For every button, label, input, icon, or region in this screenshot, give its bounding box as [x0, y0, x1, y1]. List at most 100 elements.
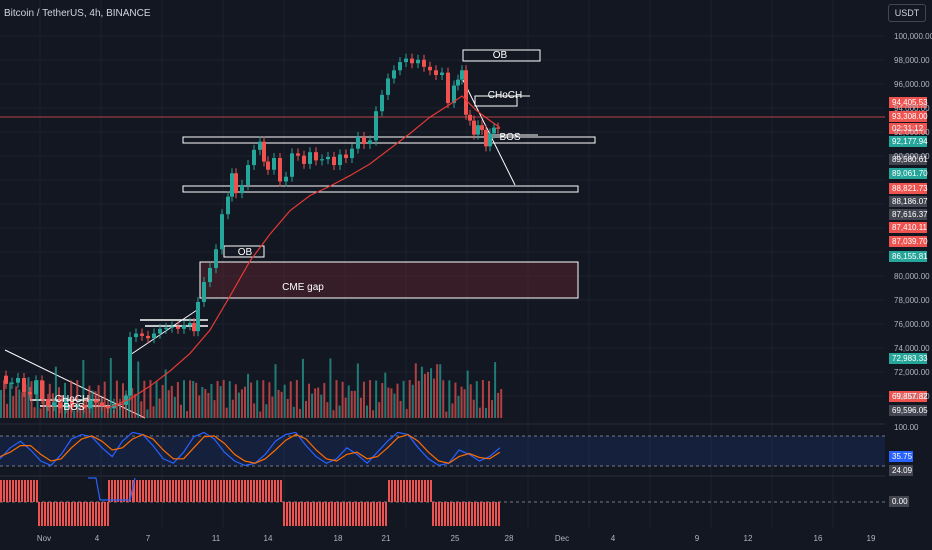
- volume-bar: [70, 380, 73, 418]
- volume-bar: [73, 410, 76, 418]
- chart-title: Bitcoin / TetherUS, 4h, BINANCE: [4, 8, 151, 19]
- histogram-bar: [367, 502, 369, 526]
- histogram-bar: [65, 502, 67, 526]
- volume-bar: [234, 384, 237, 418]
- volume-bar: [225, 407, 228, 418]
- zone-box: [182, 185, 579, 193]
- histogram-level-tag: [889, 496, 909, 507]
- volume-bar: [195, 382, 198, 418]
- histogram-bar: [196, 480, 198, 502]
- candle-body: [230, 173, 234, 197]
- histogram-bar: [271, 480, 273, 502]
- histogram-bar: [62, 502, 64, 526]
- price-label-tag: [889, 222, 927, 233]
- price-label-tag: [889, 136, 927, 147]
- candle-body: [374, 111, 378, 141]
- histogram-bar: [337, 502, 339, 526]
- candle-body: [492, 127, 496, 134]
- x-tick-label: 28: [505, 534, 514, 543]
- volume-bar: [326, 402, 329, 418]
- currency-button[interactable]: USDT: [888, 4, 926, 22]
- volume-bar: [39, 408, 42, 418]
- candle-body: [338, 154, 342, 166]
- volume-bar: [192, 380, 195, 418]
- candle-body: [10, 382, 14, 384]
- volume-bar: [378, 402, 381, 418]
- histogram-bar: [71, 502, 73, 526]
- x-tick-label: 21: [382, 534, 391, 543]
- histogram-bar: [310, 502, 312, 526]
- candle-body: [152, 333, 156, 339]
- ob-box: [462, 49, 541, 62]
- oscillator-d-value: 24.09: [892, 466, 913, 475]
- price-axis: [885, 0, 932, 550]
- histogram-bar: [298, 502, 300, 526]
- histogram-bar: [111, 480, 113, 502]
- histogram-bar: [27, 480, 29, 502]
- volume-bar: [420, 366, 423, 418]
- candle-body: [82, 404, 86, 409]
- x-tick-label: 7: [146, 534, 151, 543]
- candle-body: [440, 72, 444, 75]
- x-tick-label: 25: [451, 534, 460, 543]
- y-tick-label: 98,000.00: [894, 56, 930, 65]
- volume-bar: [137, 361, 140, 418]
- histogram-bar: [107, 502, 109, 526]
- candle-body: [468, 114, 472, 121]
- volume-bar: [250, 382, 253, 418]
- volume-bar: [158, 398, 161, 418]
- volume-bar: [411, 384, 414, 418]
- candle-body: [146, 335, 150, 339]
- histogram-bar: [358, 502, 360, 526]
- oscillator-pane: [0, 423, 932, 467]
- candle-body: [40, 380, 44, 400]
- candle-body: [344, 154, 348, 159]
- candle-body: [392, 70, 396, 79]
- volume-bar: [112, 409, 115, 418]
- volume-bar: [298, 408, 301, 418]
- volume-bar: [332, 410, 335, 418]
- candle-body: [252, 149, 256, 166]
- volume-bar: [256, 380, 259, 418]
- oscillator-d-line: [0, 433, 501, 464]
- candle-body: [308, 152, 312, 164]
- volume-bar: [390, 388, 393, 418]
- grid: [0, 0, 885, 528]
- histogram-bar: [418, 480, 420, 502]
- volume-bar: [76, 380, 79, 418]
- volume-bar: [143, 380, 146, 418]
- histogram-bar: [208, 480, 210, 502]
- candle-body: [496, 127, 500, 129]
- volume-bar: [308, 383, 311, 418]
- volume-bar: [286, 398, 289, 418]
- histogram-bar: [462, 502, 464, 526]
- price-label: 94,405.53: [892, 98, 928, 107]
- volume-bar: [335, 380, 338, 418]
- histogram-bar: [18, 480, 20, 502]
- annotation-label: CHoCH: [488, 90, 522, 101]
- histogram-bar: [373, 502, 375, 526]
- volume-bar: [393, 393, 396, 418]
- candle-body: [202, 282, 206, 302]
- price-label-tag: [889, 111, 927, 122]
- histogram-bar: [15, 480, 17, 502]
- volume-bar: [292, 406, 295, 418]
- price-label: 69,857.82: [892, 392, 928, 401]
- volume-bar: [240, 389, 243, 418]
- histogram-bar: [352, 502, 354, 526]
- volume-bar: [131, 388, 134, 418]
- histogram-bar: [292, 502, 294, 526]
- candle-body: [246, 165, 250, 185]
- histogram-bar: [38, 502, 40, 526]
- histogram-bar: [166, 480, 168, 502]
- histogram-bar: [319, 502, 321, 526]
- histogram-bar: [459, 502, 461, 526]
- histogram-bar: [334, 502, 336, 526]
- volume-bar: [36, 380, 39, 418]
- histogram-bar: [477, 502, 479, 526]
- histogram-bar: [277, 480, 279, 502]
- y-tick-label: 70,000.00: [894, 392, 930, 401]
- oscillator-k-value: 35.75: [892, 452, 913, 461]
- histogram-bar: [120, 480, 122, 502]
